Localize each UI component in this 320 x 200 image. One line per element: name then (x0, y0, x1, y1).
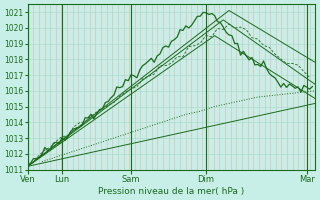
X-axis label: Pression niveau de la mer( hPa ): Pression niveau de la mer( hPa ) (98, 187, 244, 196)
